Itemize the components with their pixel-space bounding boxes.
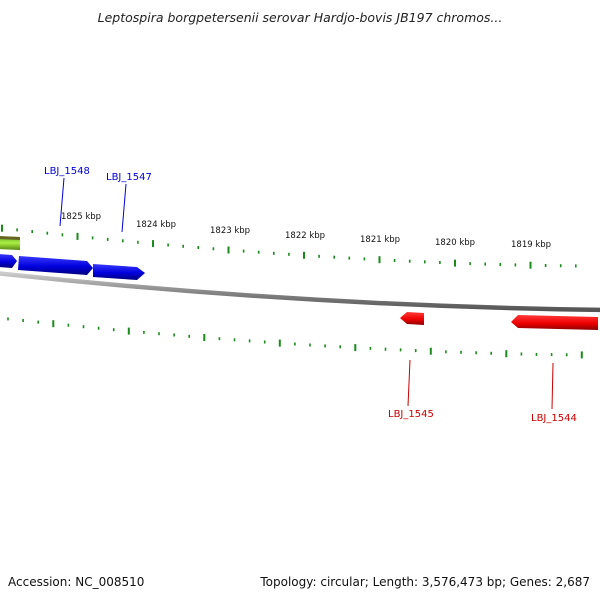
feature-olive-edge xyxy=(0,236,20,240)
leader-lbj-1545 xyxy=(407,359,411,407)
gene-lbj-1544[interactable] xyxy=(511,315,598,330)
gene-forward-partial[interactable] xyxy=(0,254,17,268)
reverse-scale-ticks xyxy=(7,317,583,359)
gene-lbj-1547[interactable] xyxy=(93,264,145,280)
tick-label-1825: 1825 kbp xyxy=(61,212,101,222)
gene-lbj-1545[interactable] xyxy=(400,312,424,325)
genome-summary: Topology: circular; Length: 3,576,473 bp… xyxy=(260,575,590,589)
map-title: Leptospira borgpetersenii serovar Hardjo… xyxy=(97,10,503,25)
gene-label-lbj-1545[interactable]: LBJ_1545 xyxy=(388,409,434,420)
leader-lbj-1544 xyxy=(551,362,554,410)
genome-backbone xyxy=(0,271,600,313)
leader-lbj-1548 xyxy=(59,177,65,227)
tick-label-1819: 1819 kbp xyxy=(511,240,551,250)
tick-label-1820: 1820 kbp xyxy=(435,238,475,248)
tick-label-1821: 1821 kbp xyxy=(360,235,400,245)
gene-label-lbj-1547[interactable]: LBJ_1547 xyxy=(106,172,152,183)
tick-label-1822: 1822 kbp xyxy=(285,231,325,241)
gene-label-lbj-1548[interactable]: LBJ_1548 xyxy=(44,166,90,177)
forward-scale-ticks xyxy=(1,224,577,269)
gene-lbj-1548[interactable] xyxy=(18,256,93,275)
accession-label: Accession: NC_008510 xyxy=(8,575,145,589)
gene-label-lbj-1544[interactable]: LBJ_1544 xyxy=(531,413,577,424)
tick-label-1824: 1824 kbp xyxy=(136,220,176,230)
tick-label-1823: 1823 kbp xyxy=(210,226,250,236)
leader-lbj-1547 xyxy=(121,183,127,233)
